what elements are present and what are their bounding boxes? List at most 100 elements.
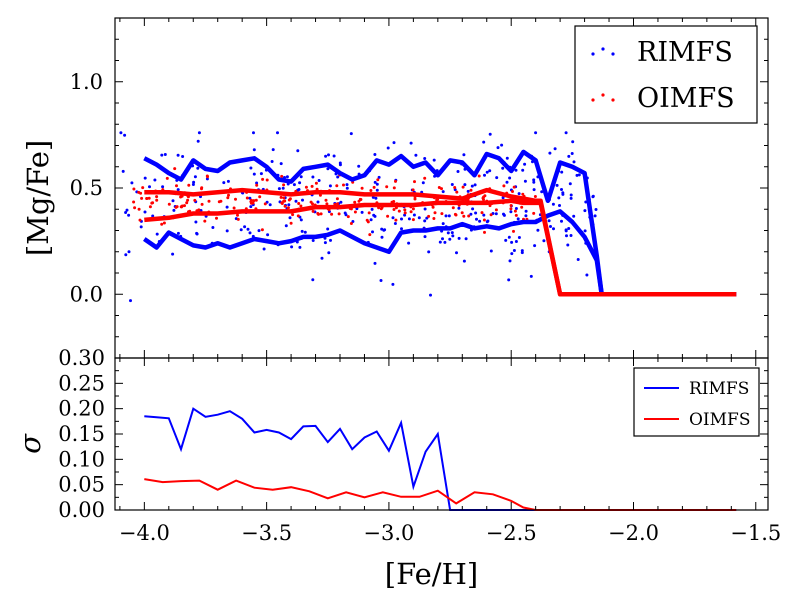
rimfs-scatter-point bbox=[379, 279, 383, 282]
top-legend-label-rimfs: RIMFS bbox=[637, 37, 733, 68]
oimfs-scatter-point bbox=[483, 194, 487, 198]
bottom-ytick-label: 0.10 bbox=[58, 447, 105, 471]
rimfs-scatter-point bbox=[557, 196, 561, 200]
bottom-legend-label-rimfs: RIMFS bbox=[689, 379, 749, 399]
rimfs-scatter-point bbox=[195, 231, 199, 235]
oimfs-scatter-point bbox=[255, 183, 259, 187]
rimfs-scatter-point bbox=[344, 213, 348, 217]
top-legend-box bbox=[574, 25, 758, 124]
oimfs-scatter-point bbox=[511, 190, 514, 193]
rimfs-scatter-point bbox=[469, 212, 473, 216]
rimfs-scatter-point bbox=[565, 234, 568, 238]
rimfs-scatter-point bbox=[153, 178, 157, 182]
rimfs-scatter-point bbox=[316, 200, 320, 204]
rimfs-scatter-point bbox=[456, 170, 460, 173]
oimfs-scatter-point bbox=[366, 220, 370, 224]
oimfs-scatter-point bbox=[385, 185, 389, 189]
oimfs-scatter-point bbox=[394, 179, 397, 183]
oimfs-scatter-point bbox=[151, 201, 155, 205]
rimfs-scatter-point bbox=[508, 176, 512, 180]
rimfs-scatter-point bbox=[560, 170, 564, 174]
bottom-ylabel: σ bbox=[13, 433, 47, 454]
oimfs-scatter-point bbox=[207, 199, 211, 203]
oimfs-scatter-point bbox=[186, 198, 190, 202]
oimfs-scatter-point bbox=[197, 208, 201, 212]
rimfs-scatter-point bbox=[248, 196, 252, 200]
rimfs-scatter-point bbox=[326, 227, 330, 231]
rimfs-lower-envelope-line bbox=[143, 209, 737, 297]
rimfs-scatter-point bbox=[568, 182, 572, 186]
oimfs-scatter-point bbox=[232, 206, 236, 210]
rimfs-scatter-point bbox=[553, 147, 557, 151]
oimfs-scatter-point bbox=[369, 189, 373, 192]
rimfs-scatter-point bbox=[151, 214, 155, 218]
bottom-ytick-label: 0.00 bbox=[58, 498, 105, 522]
rimfs-scatter-point bbox=[567, 154, 571, 158]
rimfs-scatter-point bbox=[474, 211, 478, 215]
rimfs-scatter-point bbox=[299, 175, 303, 179]
rimfs-scatter-point bbox=[311, 239, 315, 242]
rimfs-scatter-point bbox=[345, 186, 349, 190]
oimfs-scatter-point bbox=[342, 183, 345, 187]
rimfs-scatter-point bbox=[226, 179, 230, 183]
rimfs-scatter-point bbox=[488, 169, 492, 173]
oimfs-scatter-point bbox=[392, 208, 396, 211]
top-legend-marker bbox=[611, 52, 615, 56]
oimfs-scatter-point bbox=[513, 209, 517, 213]
rimfs-scatter-point bbox=[300, 229, 304, 233]
rimfs-scatter-point bbox=[502, 213, 506, 217]
oimfs-scatter-point bbox=[533, 195, 537, 198]
oimfs-scatter-point bbox=[462, 214, 466, 218]
rimfs-scatter-point bbox=[194, 220, 198, 224]
rimfs-scatter-point bbox=[423, 235, 427, 239]
rimfs-scatter-point bbox=[270, 160, 274, 163]
oimfs-upper-envelope-line bbox=[144, 187, 737, 297]
rimfs-scatter-point bbox=[438, 240, 442, 244]
rimfs-scatter-point bbox=[171, 252, 175, 256]
rimfs-scatter-point bbox=[512, 249, 516, 252]
oimfs-scatter-point bbox=[440, 212, 444, 216]
oimfs-scatter-point bbox=[261, 177, 265, 181]
rimfs-scatter-point bbox=[386, 146, 390, 150]
rimfs-scatter-point bbox=[583, 229, 587, 233]
rimfs-scatter-point bbox=[407, 241, 411, 245]
rimfs-scatter-point bbox=[139, 225, 143, 229]
rimfs-scatter-point bbox=[457, 206, 461, 210]
rimfs-scatter-point bbox=[327, 153, 330, 157]
rimfs-scatter-point bbox=[380, 235, 384, 239]
rimfs-scatter-point bbox=[514, 240, 518, 243]
rimfs-scatter-point bbox=[248, 231, 252, 235]
rimfs-scatter-point bbox=[500, 143, 504, 147]
top-panel: 0.0 0.5 1.0 [Mg/Fe] RIMFS OIMFS bbox=[21, 17, 769, 359]
rimfs-scatter-point bbox=[276, 131, 279, 135]
rimfs-scatter-point bbox=[462, 259, 466, 263]
oimfs-scatter-point bbox=[160, 222, 164, 226]
rimfs-scatter-point bbox=[548, 151, 552, 155]
oimfs-scatter-point bbox=[249, 198, 253, 202]
rimfs-scatter-point bbox=[360, 210, 364, 214]
rimfs-scatter-point bbox=[423, 219, 427, 223]
rimfs-scatter-point bbox=[560, 188, 563, 191]
rimfs-scatter-point bbox=[485, 170, 489, 174]
xlabel: [Fe/H] bbox=[385, 557, 478, 591]
oimfs-scatter-point bbox=[203, 219, 207, 223]
rimfs-scatter-point bbox=[444, 214, 448, 218]
rimfs-scatter-point bbox=[520, 251, 524, 255]
bottom-panel: 0.000.050.100.150.200.250.30 −4.0 −3.5 −3.0… bbox=[13, 346, 781, 591]
rimfs-scatter-point bbox=[288, 216, 292, 220]
oimfs-scatter-point bbox=[180, 204, 184, 208]
rimfs-scatter-point bbox=[373, 180, 377, 184]
rimfs-scatter-point bbox=[441, 237, 444, 241]
oimfs-scatter-point bbox=[175, 205, 179, 209]
rimfs-scatter-point bbox=[125, 208, 129, 212]
oimfs-scatter-point bbox=[469, 188, 473, 192]
oimfs-scatter-point bbox=[482, 218, 486, 222]
rimfs-scatter-point bbox=[429, 293, 432, 297]
oimfs-scatter-point bbox=[346, 215, 350, 219]
rimfs-scatter-point bbox=[473, 183, 477, 187]
rimfs-scatter-point bbox=[463, 183, 467, 187]
top-ytick-label: 1.0 bbox=[70, 70, 103, 94]
bottom-xtick-label: −3.0 bbox=[363, 521, 414, 545]
bottom-ytick-label: 0.30 bbox=[58, 346, 105, 370]
